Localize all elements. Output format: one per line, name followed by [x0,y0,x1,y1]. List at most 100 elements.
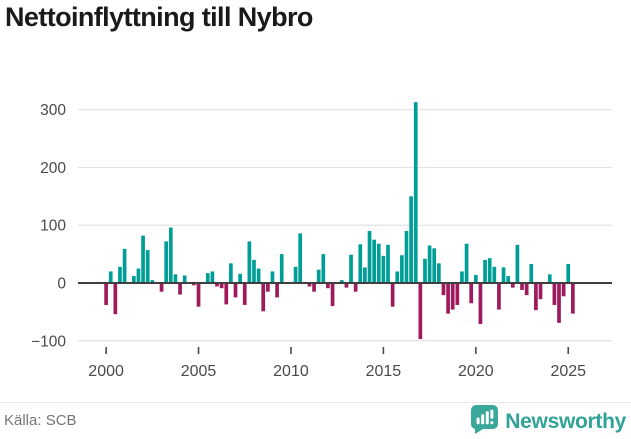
bar-2006-q4 [229,263,233,283]
bar-2005-q1 [196,283,201,307]
bar-2003-q4 [173,274,178,283]
bar-2003-q2 [164,241,169,283]
y-tick-label: 300 [40,102,66,119]
bar-2000-q4 [118,266,122,283]
bar-2018-q2 [441,283,446,296]
bar-2013-q2 [349,254,353,283]
bar-2023-q3 [538,283,543,300]
bar-2022-q3 [520,283,524,290]
bar-2015-q1 [381,255,386,283]
bar-2007-q2 [238,273,242,283]
bar-2008-q2 [256,268,261,283]
bar-2017-q2 [423,258,427,283]
bar-2011-q4 [321,254,326,283]
bar-2023-q1 [529,263,534,283]
bar-2014-q2 [367,231,372,283]
bar-2014-q4 [376,243,381,283]
bar-2012-q2 [330,283,335,307]
bar-2018-q1 [437,263,441,283]
bar-2024-q2 [552,283,557,305]
source-label: Källa: SCB [4,412,77,429]
x-tick-label: 2010 [273,363,309,380]
bar-2000-q2 [108,271,113,283]
bar-2015-q2 [386,244,390,283]
bar-2018-q4 [450,283,455,310]
bar-2011-q2 [312,283,316,292]
bar-2019-q4 [469,283,474,304]
bar-2007-q1 [233,283,238,298]
bar-2016-q4 [413,102,418,284]
y-tick-label: 100 [40,218,66,235]
bar-2021-q4 [506,276,511,283]
bar-2003-q1 [159,283,164,292]
x-tick-label: 2025 [550,363,586,380]
bar-2021-q2 [497,283,501,310]
newsworthy-bubble-barchart-icon [471,405,499,439]
bar-2005-q3 [205,273,210,283]
bar-2006-q1 [215,283,219,287]
x-tick-label: 2015 [366,363,402,380]
bar-2021-q1 [492,266,497,283]
x-tick-label: 2020 [458,363,494,380]
chart-title: Nettoinflyttning till Nybro [5,2,313,32]
bar-2022-q2 [515,244,520,283]
bar-2004-q1 [178,283,182,295]
bar-2013-q1 [344,283,349,288]
bar-2004-q2 [182,275,187,283]
bar-2011-q3 [316,269,321,283]
bar-2002-q1 [141,235,145,283]
bar-2020-q1 [473,274,478,283]
bar-2019-q3 [464,243,469,283]
x-tick-label: 2000 [88,363,124,380]
bar-2020-q2 [478,283,483,325]
bar-2007-q3 [242,283,247,305]
bar-2025-q2 [571,283,575,314]
bar-2001-q4 [136,268,141,283]
bar-2001-q3 [131,276,136,283]
bar-2008-q4 [266,283,270,292]
bar-2005-q4 [210,271,215,283]
bar-2011-q1 [307,283,312,287]
bar-2025-q1 [566,263,571,283]
bar-2009-q1 [270,271,275,283]
footer-divider [0,402,631,403]
bar-2006-q2 [219,283,224,289]
bar-2010-q3 [298,233,303,283]
bar-2002-q3 [150,280,155,283]
bar-2001-q1 [122,248,127,283]
bar-2020-q4 [487,258,492,283]
bar-2024-q3 [557,283,561,323]
bar-2012-q4 [339,280,344,283]
bar-2012-q1 [326,283,330,289]
bar-2015-q4 [395,271,400,283]
bar-2017-q3 [427,245,432,283]
bar-2010-q2 [293,266,298,283]
bar-2004-q4 [192,283,196,286]
bar-2002-q2 [145,250,150,283]
newsworthy-logo: Newsworthy [471,405,626,439]
bar-2000-q1 [104,283,108,305]
y-tick-label: 200 [40,160,66,177]
bar-2018-q3 [446,283,450,314]
bar-2021-q3 [501,267,506,283]
bar-2013-q4 [358,244,363,283]
x-tick-label: 2005 [181,363,217,380]
bar-2013-q3 [353,283,358,292]
bar-2022-q1 [510,283,515,288]
bar-2014-q1 [363,267,367,283]
bar-2019-q2 [460,271,464,283]
bar-2017-q1 [418,283,423,340]
bar-2014-q3 [372,239,376,283]
bar-2007-q4 [247,241,252,283]
bar-2024-q4 [561,283,566,297]
newsworthy-wordmark: Newsworthy [505,410,626,433]
bar-2022-q4 [524,283,529,296]
bar-2023-q2 [534,283,538,311]
bar-2019-q1 [455,283,460,305]
bar-2024-q1 [547,274,552,283]
bar-2000-q3 [113,283,118,315]
bar-2016-q2 [404,231,409,283]
bar-2006-q3 [224,283,229,305]
